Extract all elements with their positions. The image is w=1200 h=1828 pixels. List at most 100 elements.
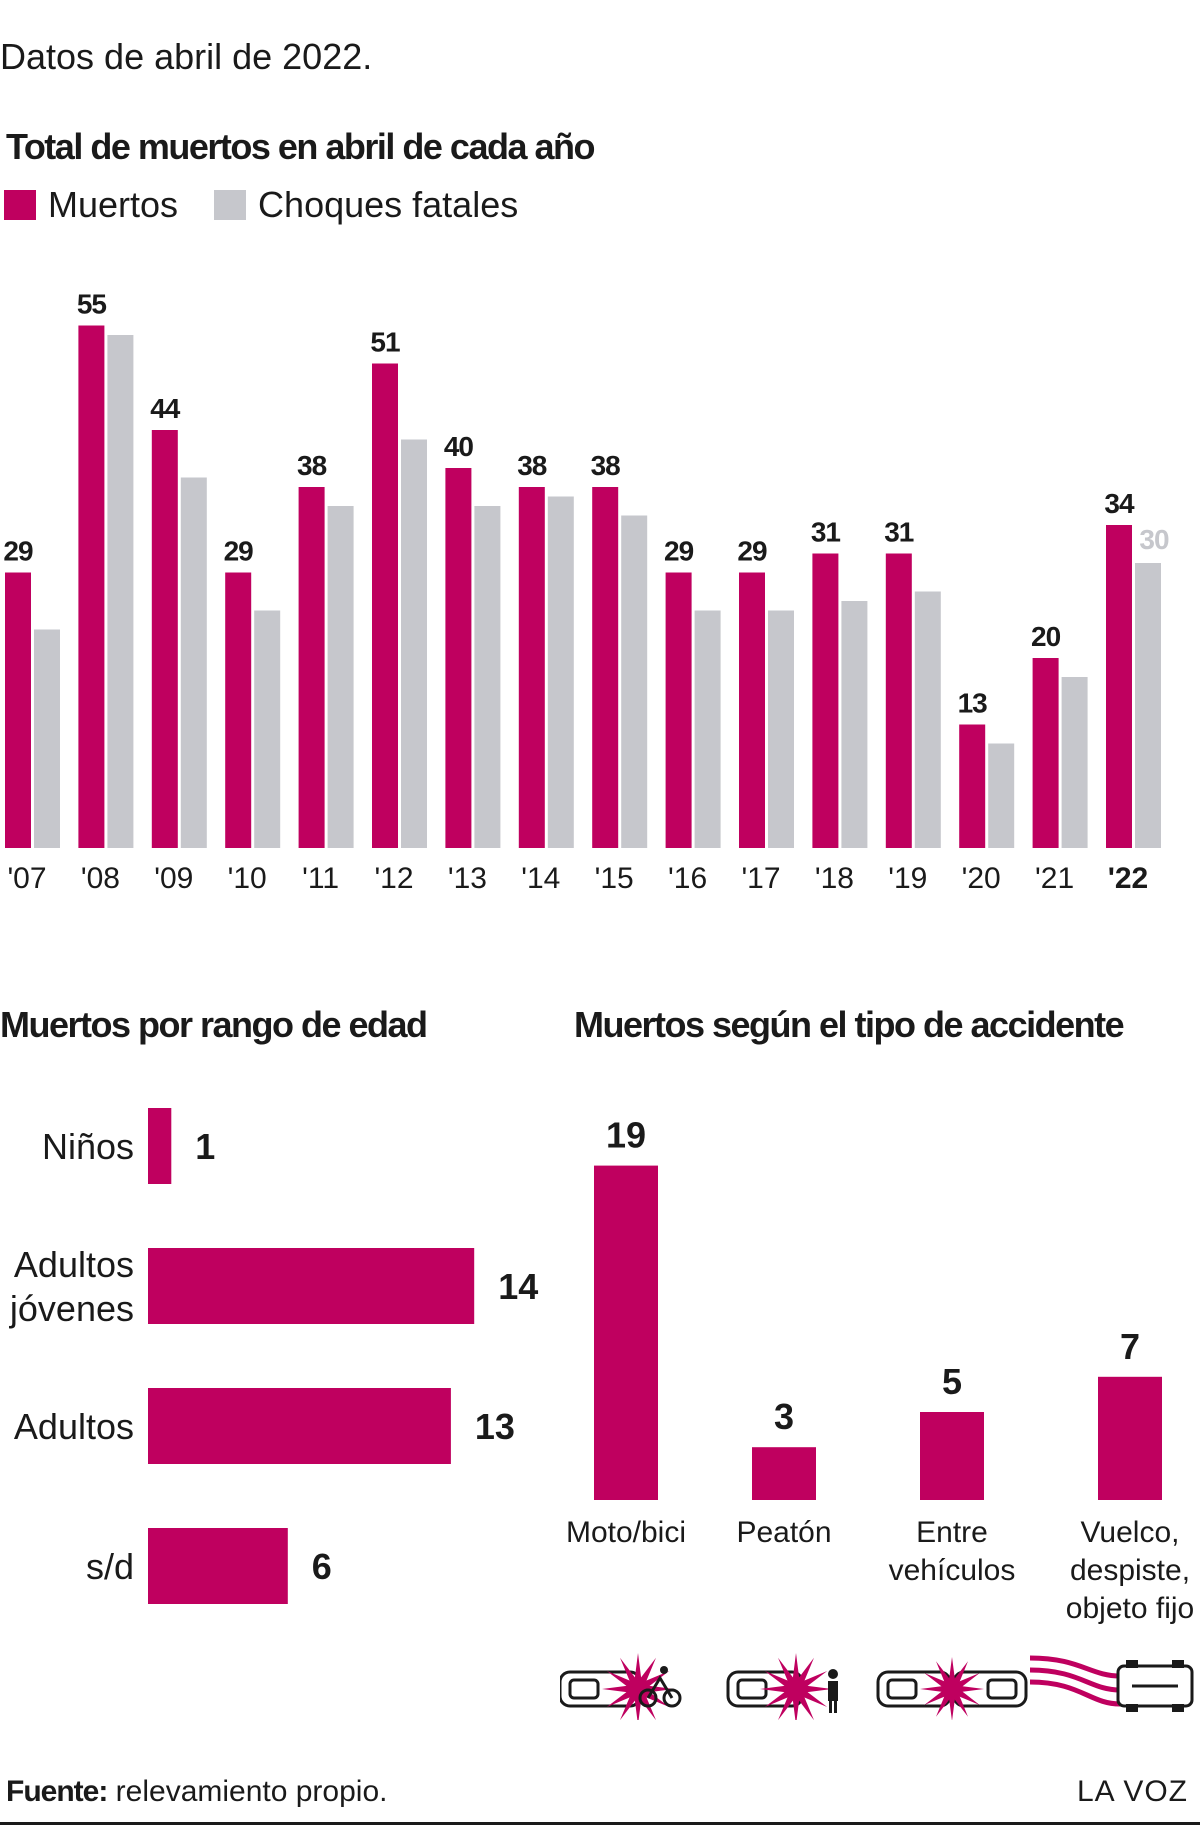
bar-choques-10: [768, 610, 794, 848]
tick-year-2: '09: [154, 862, 193, 895]
bar-muertos-12: [885, 553, 912, 848]
label-muertos-11: 31: [811, 517, 841, 548]
tick-year-10: '17: [741, 862, 780, 895]
bar-choques-4: [327, 506, 354, 848]
rollover-icon: [1029, 1655, 1194, 1712]
label-muertos-6: 40: [444, 431, 474, 462]
bar-choques-6: [474, 506, 501, 848]
bar-muertos-7: [518, 487, 545, 848]
age-label-1: Adultos jóvenes: [9, 1244, 134, 1329]
bar-muertos-5: [372, 363, 398, 848]
label-muertos-14: 20: [1031, 621, 1061, 652]
bar-choques-2: [180, 477, 207, 848]
label-muertos-15: 34: [1104, 488, 1135, 519]
accident-type-bar-chart: 19 Moto/bici 3 Peatón 5 Entre vehículos 7 Vuelco…: [560, 1115, 1194, 1720]
legend-label-choques: Choques fatales: [258, 184, 519, 225]
tick-year-6: '13: [448, 862, 487, 895]
age-value-3: 6: [312, 1546, 332, 1587]
bar-choques-9: [694, 610, 721, 848]
legend-item-choques: Choques fatales: [214, 184, 518, 226]
label-muertos-3: 29: [224, 536, 254, 567]
tick-year-15: '22: [1108, 862, 1149, 895]
bar-choques-11: [841, 601, 868, 848]
bar-muertos-6: [445, 468, 472, 848]
type-label-line: Moto/bici: [566, 1516, 686, 1549]
type-bar-0: [594, 1165, 658, 1500]
age-bar-3: [148, 1528, 288, 1604]
pedestrian-crash-icon: [726, 1653, 838, 1720]
type-value-2: 5: [942, 1361, 962, 1402]
bar-muertos-15: [1106, 525, 1132, 848]
age-label-line: s/d: [86, 1546, 134, 1587]
label-muertos-1: 55: [77, 289, 107, 320]
bar-muertos-3: [225, 572, 252, 848]
type-label-2: Entre vehículos: [889, 1516, 1016, 1587]
bar-choques-12: [914, 591, 941, 848]
label-muertos-4: 38: [297, 450, 327, 481]
label-muertos-10: 29: [737, 536, 767, 567]
age-value-0: 1: [195, 1126, 215, 1167]
tick-year-5: '12: [374, 862, 413, 895]
bar-choques-0: [34, 629, 60, 848]
label-muertos-12: 31: [884, 517, 914, 548]
footer-divider: [0, 1822, 1200, 1825]
age-bar-0: [148, 1108, 172, 1184]
tick-year-4: '11: [302, 862, 339, 895]
bar-muertos-13: [959, 724, 986, 848]
label-choques-15: 30: [1139, 524, 1169, 555]
source-text: relevamiento propio.: [107, 1775, 388, 1808]
type-label-line: Peatón: [736, 1516, 831, 1549]
tick-year-14: '21: [1035, 862, 1074, 895]
bar-muertos-10: [739, 572, 765, 848]
moto-crash-icon: [560, 1653, 682, 1720]
legend-swatch-muertos: [4, 190, 36, 220]
age-bar-1: [148, 1248, 475, 1324]
yearly-bar-chart: 29 '07 55 '08 44 '09 29 '10 38 '11 51 '12 40 '13 38 '14…: [3, 289, 1170, 896]
bar-choques-7: [547, 496, 574, 848]
bar-choques-8: [621, 515, 648, 848]
bar-muertos-9: [665, 572, 692, 848]
tick-year-0: '07: [7, 862, 46, 895]
type-label-0: Moto/bici: [566, 1516, 686, 1549]
tick-year-7: '14: [521, 862, 560, 895]
legend: Muertos Choques fatales: [4, 184, 554, 226]
age-label-line: Adultos: [14, 1244, 134, 1285]
legend-item-muertos: Muertos: [4, 184, 178, 226]
tick-year-9: '16: [668, 862, 707, 895]
label-muertos-13: 13: [958, 688, 988, 719]
brand-logo: LA VOZ: [1076, 1775, 1188, 1808]
tick-year-12: '19: [888, 862, 927, 895]
age-bar-2: [148, 1388, 451, 1464]
label-muertos-7: 38: [517, 450, 547, 481]
bar-muertos-4: [298, 487, 325, 848]
bar-choques-3: [254, 610, 281, 848]
bar-muertos-8: [592, 487, 619, 848]
bar-choques-15: [1135, 563, 1161, 848]
label-muertos-5: 51: [370, 327, 400, 358]
age-label-line: Niños: [42, 1126, 134, 1167]
bar-muertos-1: [78, 325, 105, 848]
bar-choques-14: [1061, 677, 1088, 848]
label-muertos-9: 29: [664, 536, 694, 567]
tick-year-13: '20: [962, 862, 1001, 895]
chart-title-type: Muertos según el tipo de accidente: [574, 1004, 1125, 1045]
type-bar-2: [920, 1412, 984, 1500]
type-label-1: Peatón: [736, 1516, 831, 1549]
tick-year-8: '15: [595, 862, 634, 895]
source-note: Fuente: relevamiento propio.: [6, 1775, 387, 1809]
source-label: Fuente:: [6, 1775, 108, 1808]
tick-year-1: '08: [81, 862, 120, 895]
type-label-line: Entre: [916, 1516, 988, 1549]
tick-year-3: '10: [228, 862, 267, 895]
bar-muertos-0: [5, 572, 31, 848]
label-muertos-8: 38: [591, 450, 621, 481]
bar-muertos-2: [151, 430, 178, 848]
type-bar-1: [752, 1447, 816, 1500]
type-label-line: Vuelco,: [1081, 1516, 1180, 1549]
legend-swatch-choques: [214, 190, 247, 220]
type-value-0: 19: [606, 1115, 646, 1156]
type-value-3: 7: [1120, 1326, 1140, 1367]
age-label-0: Niños: [42, 1126, 134, 1167]
page-subtitle: Datos de abril de 2022.: [0, 36, 373, 77]
